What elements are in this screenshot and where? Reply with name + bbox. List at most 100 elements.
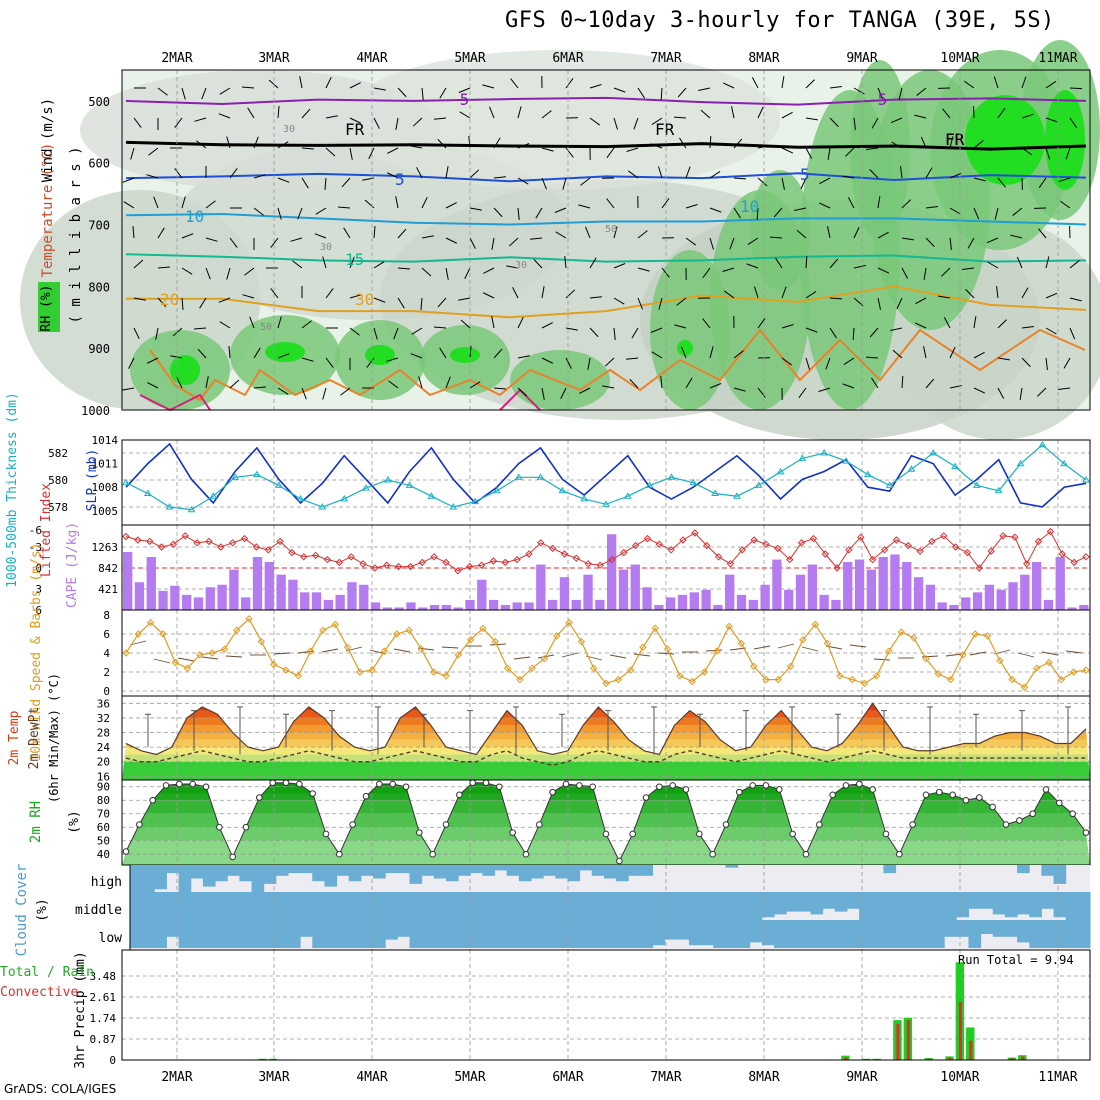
cloud-cell-high	[190, 865, 204, 879]
cape-bar	[429, 604, 440, 610]
wind-speed-point	[405, 626, 413, 634]
wind-speed-point	[491, 637, 499, 646]
wind-barb	[943, 317, 951, 329]
cloud-cell-low	[932, 920, 945, 948]
cloud-cell-middle	[360, 892, 374, 920]
cape-bar	[500, 604, 511, 610]
wind-barb	[1021, 113, 1034, 119]
cloud-cell-low	[774, 920, 787, 948]
cloud-cell-middle	[786, 892, 799, 912]
rh-legend-swatch	[38, 282, 60, 332]
cape-bar	[642, 587, 652, 610]
wind-barb	[1063, 357, 1071, 369]
cape-bar	[831, 599, 841, 610]
wind-barb	[1012, 207, 1023, 216]
precip-convective-bar	[896, 1023, 900, 1060]
cape-bar	[819, 594, 829, 610]
wind-speed-point	[1033, 664, 1041, 672]
wind-barb	[901, 237, 914, 241]
cloud-cell-low	[834, 920, 848, 948]
cape-bar	[843, 562, 853, 610]
rh-saturated	[677, 340, 693, 356]
lifted-index-point	[513, 555, 521, 564]
wind-speed-point	[553, 632, 561, 640]
wind-barb	[1045, 80, 1057, 89]
wind-barb	[349, 294, 362, 299]
lifted-index-point	[311, 551, 320, 560]
rh-point	[882, 830, 890, 838]
lifted-index-point	[264, 546, 272, 554]
wind-speed-point	[159, 630, 167, 638]
wind-barb	[658, 166, 663, 179]
cloud-cell-low	[980, 920, 994, 934]
wind-barb	[128, 357, 135, 369]
contour-4	[125, 253, 1087, 263]
wind-speed-point	[713, 647, 721, 655]
surface-wind-barb	[321, 648, 339, 653]
lifted-index-point	[916, 547, 924, 555]
rh-point	[602, 830, 610, 838]
wind-speed-point	[183, 664, 192, 672]
lifted-index-point	[406, 562, 415, 571]
temp-band	[122, 725, 1090, 733]
cloud-cell-middle	[616, 892, 629, 920]
cape-bar	[607, 534, 617, 610]
lifted-index-point	[797, 539, 806, 547]
cloud-cell-low	[713, 920, 726, 948]
wind-barb	[397, 297, 405, 309]
wind-barb	[1045, 147, 1051, 160]
wind-barb	[229, 168, 238, 179]
wind-speed-point	[688, 677, 696, 686]
wind-barb	[729, 237, 735, 250]
rh-point	[136, 821, 143, 828]
date-tick-bottom: 11MAR	[1038, 1070, 1077, 1085]
cloud-cell-middle	[1053, 892, 1067, 918]
contour-label: 5	[800, 165, 810, 184]
wind-barb	[268, 79, 279, 89]
li-tick: -6	[29, 524, 42, 537]
wind-speed-point	[737, 639, 746, 648]
wind-barb	[637, 297, 643, 310]
lifted-index-point	[774, 544, 782, 553]
rh-saturated	[450, 347, 480, 363]
rh-point	[376, 780, 383, 788]
thickness-point	[580, 494, 589, 502]
cloud-cell-middle	[154, 892, 167, 920]
wind-speed-point	[269, 660, 278, 669]
thickness-point	[209, 492, 218, 499]
wind-barb	[157, 227, 165, 239]
wind-barb	[541, 387, 545, 400]
wind-barb	[386, 357, 399, 362]
cloud-cell-low	[603, 920, 617, 948]
thickness-point	[711, 489, 719, 496]
cloud-cell-low	[543, 920, 556, 948]
wind-barb	[418, 376, 423, 389]
cape-bar	[536, 564, 546, 610]
wind-barb	[226, 267, 231, 280]
rh-point	[616, 857, 623, 865]
rh-point	[429, 850, 436, 858]
wind-barb	[226, 136, 231, 149]
wind-barb	[818, 387, 831, 392]
wind-barb	[373, 117, 380, 129]
cloud-cell-middle	[640, 892, 654, 920]
wind-barb	[901, 375, 904, 389]
lifted-index-point	[999, 532, 1007, 540]
wind-speed-point	[983, 632, 992, 640]
rh-point	[309, 790, 316, 797]
cloud-cell-low	[761, 920, 775, 946]
thickness-point	[143, 489, 152, 496]
credit-label: GrADS: COLA/IGES	[4, 1082, 117, 1096]
wind-tick: 8	[103, 609, 110, 622]
cape-bar	[984, 584, 995, 610]
thickness-point	[231, 473, 239, 480]
wind-barb	[506, 265, 519, 269]
cloud-cell-low	[506, 920, 520, 948]
wind-barb	[781, 111, 793, 119]
lifted-index-point	[809, 534, 818, 543]
wind-barb	[901, 267, 909, 279]
date-tick-bottom: 6MAR	[552, 1070, 583, 1085]
wind-barb	[613, 327, 616, 340]
wind-speed-point	[897, 628, 906, 636]
wind-barb	[866, 147, 879, 150]
